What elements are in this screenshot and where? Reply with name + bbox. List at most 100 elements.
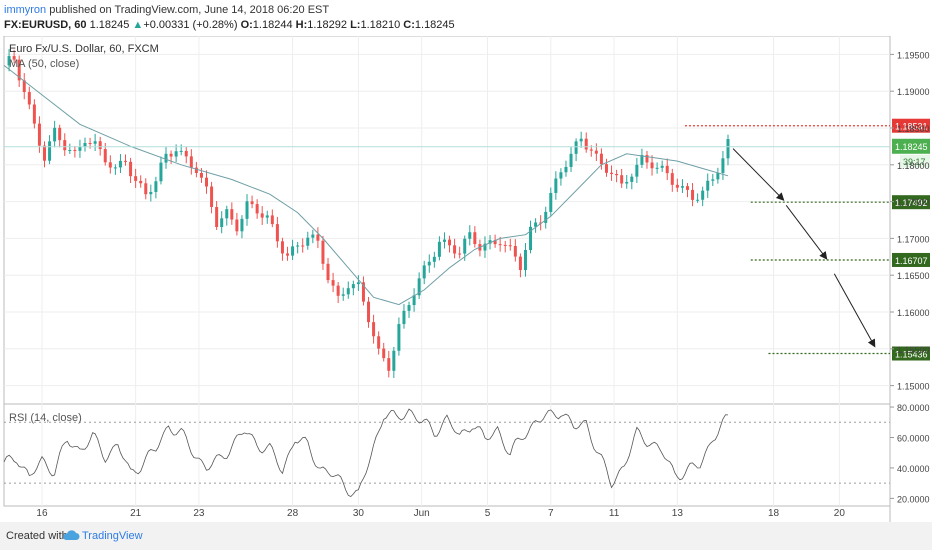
- candle-body: [493, 240, 497, 245]
- candle: [508, 238, 512, 251]
- target-level-badge: [892, 346, 930, 361]
- candle: [73, 145, 77, 158]
- candle-body: [341, 294, 345, 296]
- candle: [98, 136, 102, 156]
- current-price-badge: [892, 138, 930, 154]
- candle-body: [194, 167, 198, 174]
- candle-body: [215, 207, 219, 228]
- candle-body: [154, 181, 158, 192]
- candle-body: [660, 165, 664, 168]
- candle-body: [129, 161, 133, 177]
- candle: [488, 235, 492, 250]
- current-price-label: 1.18245: [895, 142, 928, 152]
- candle: [402, 304, 406, 329]
- candle-body: [189, 156, 193, 168]
- candle: [437, 236, 441, 261]
- candle-body: [149, 191, 153, 195]
- tradingview-brand[interactable]: TradingView: [82, 530, 143, 542]
- candle: [316, 227, 320, 249]
- ma-legend: MA (50, close): [9, 58, 79, 70]
- candle: [711, 173, 715, 187]
- candle-body: [356, 282, 360, 285]
- candle-body: [199, 173, 203, 178]
- candle-body: [286, 253, 290, 256]
- candle: [554, 171, 558, 200]
- candle: [518, 253, 522, 278]
- candle-body: [22, 80, 26, 93]
- candle-body: [144, 183, 148, 195]
- candle-body: [523, 250, 527, 271]
- author-link[interactable]: immyron: [4, 4, 47, 16]
- candle: [275, 216, 279, 248]
- candle-body: [260, 213, 264, 218]
- candle-body: [17, 59, 21, 81]
- candle-body: [721, 158, 725, 173]
- candle: [660, 160, 664, 172]
- candle: [225, 205, 229, 226]
- candle-body: [331, 280, 335, 286]
- candle: [640, 148, 644, 168]
- candle-body: [397, 324, 401, 351]
- candle-body: [407, 305, 411, 311]
- candle-body: [220, 218, 224, 228]
- candle: [306, 231, 310, 250]
- candle-body: [518, 256, 522, 271]
- candle: [387, 350, 391, 378]
- main-pane[interactable]: [3, 36, 891, 405]
- candle: [685, 183, 689, 198]
- candle-body: [179, 150, 183, 152]
- candle: [235, 212, 239, 236]
- candle-body: [610, 172, 614, 174]
- candle: [645, 150, 649, 169]
- candle: [124, 154, 128, 166]
- candle-body: [377, 336, 381, 349]
- candle-body: [483, 243, 487, 251]
- candle: [321, 235, 325, 270]
- series-layer: [3, 49, 730, 497]
- candle-body: [316, 234, 320, 241]
- candle-body: [361, 282, 365, 302]
- candle-body: [579, 138, 583, 142]
- candle: [534, 218, 538, 233]
- candle: [594, 143, 598, 162]
- candle-body: [458, 253, 462, 255]
- target-level-badge: [892, 195, 930, 210]
- candle-body: [326, 263, 330, 281]
- candle-body: [184, 150, 188, 157]
- candle: [27, 86, 31, 110]
- candle-body: [88, 142, 92, 144]
- close-label: C:: [403, 19, 415, 31]
- candle: [43, 141, 47, 168]
- candle-body: [296, 245, 300, 247]
- target-level-badge: [892, 252, 930, 267]
- rsi-pane[interactable]: [3, 403, 891, 507]
- candle-body: [255, 204, 259, 214]
- candle: [453, 238, 457, 259]
- candle-body: [468, 232, 472, 239]
- ohlc-line: FX:EURUSD, 60 1.18245 ▲+0.00331 (+0.28%)…: [4, 19, 455, 31]
- price-change: +0.00331 (+0.28%): [143, 19, 238, 31]
- candle: [483, 236, 487, 258]
- candle: [579, 131, 583, 148]
- candle-body: [382, 348, 386, 359]
- candle: [630, 173, 634, 190]
- candle-body: [164, 153, 168, 163]
- chart-canvas[interactable]: 1.18245 39:17 1.18531 1.17492 1.16707 1.15436…: [0, 36, 932, 522]
- candle-body: [245, 201, 249, 219]
- candle: [7, 49, 11, 72]
- candle-body: [665, 165, 669, 174]
- time-tick-label: 21: [130, 508, 142, 519]
- candle-body: [432, 256, 436, 262]
- candle: [83, 137, 87, 152]
- candle-body: [98, 141, 102, 150]
- candle: [108, 155, 112, 174]
- candle: [215, 201, 219, 230]
- candle: [655, 162, 659, 174]
- price-tick-label: 1.16500: [897, 271, 930, 281]
- candle-body: [650, 162, 654, 169]
- candle: [301, 238, 305, 253]
- candle: [255, 199, 259, 219]
- candle-body: [589, 149, 593, 151]
- candle: [549, 187, 553, 216]
- candle-body: [635, 164, 639, 177]
